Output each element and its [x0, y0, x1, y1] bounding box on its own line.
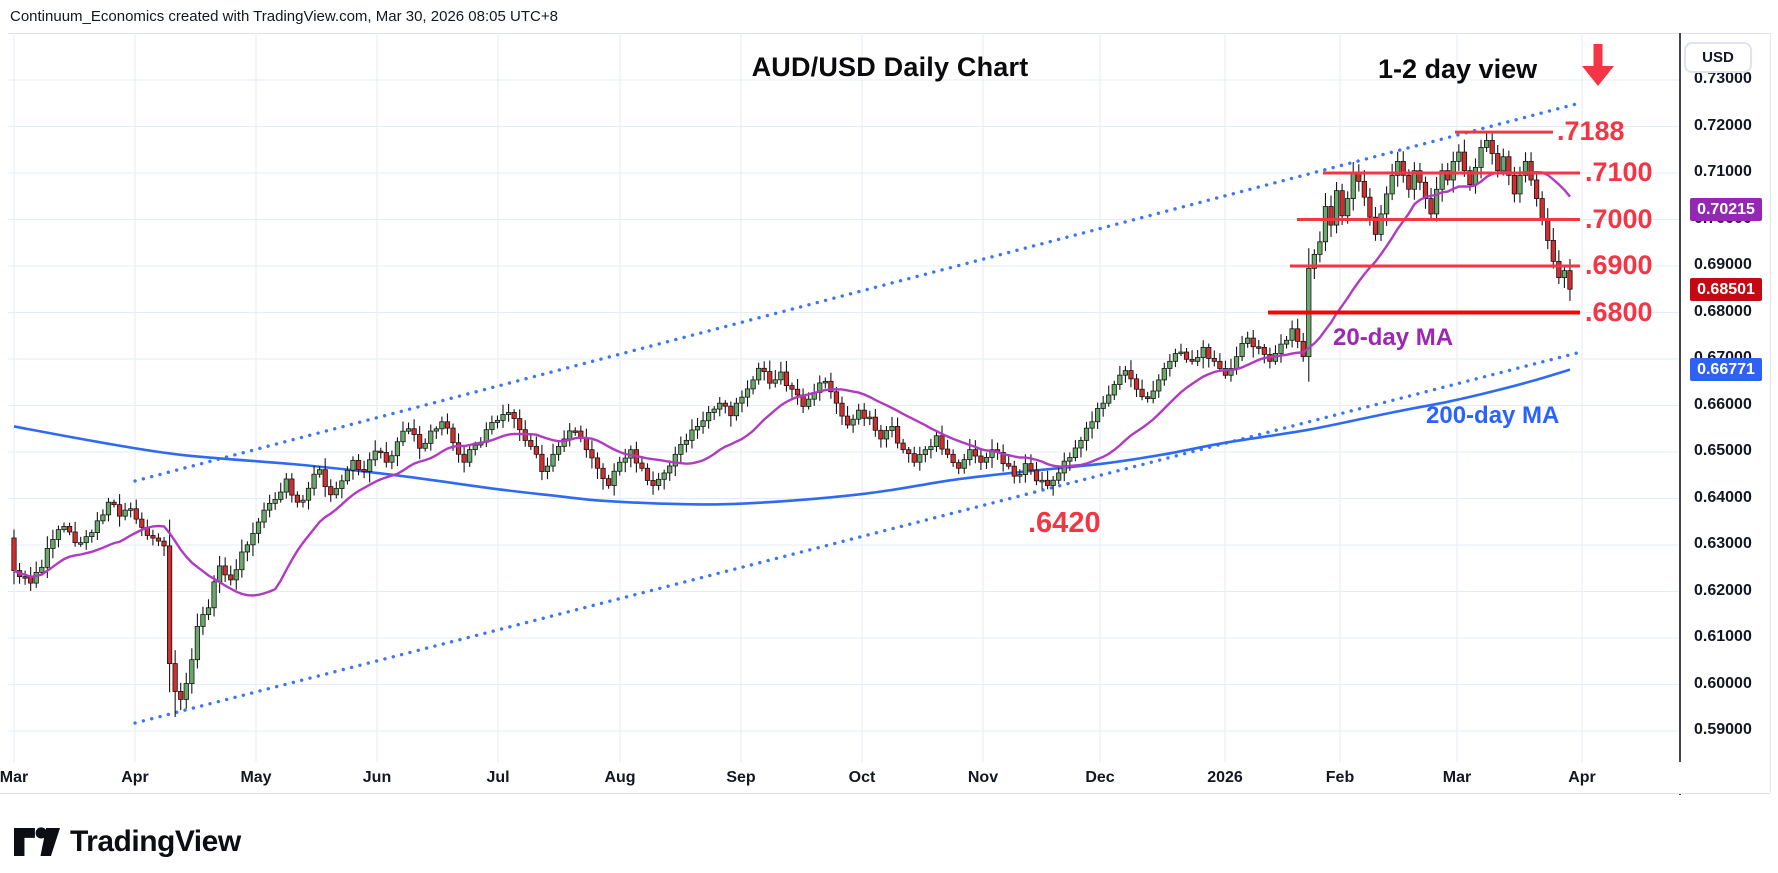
price-tick-label: 0.66000	[1694, 395, 1752, 413]
month-label-dec: Dec	[1085, 769, 1115, 786]
ma20-layer	[13, 170, 1571, 597]
month-label-apr: Apr	[1568, 769, 1596, 786]
level-label-7100: .7100	[1585, 157, 1653, 187]
tradingview-wordmark: TradingView	[70, 825, 241, 858]
red-down-arrow-icon	[1582, 44, 1614, 86]
month-label-nov: Nov	[967, 769, 999, 786]
month-label-aug: Aug	[604, 769, 636, 786]
trend-channel	[133, 101, 1582, 725]
channel-upper-dotted-line	[133, 101, 1582, 483]
channel-lower-dotted-line	[133, 351, 1579, 725]
price-tick-label: 0.69000	[1694, 256, 1752, 273]
month-label-sep: Sep	[726, 769, 756, 786]
month-label-may: May	[240, 769, 272, 786]
price-tick-label: 0.71000	[1694, 163, 1752, 180]
level-label-7000: .7000	[1585, 203, 1653, 234]
month-label-jul: Jul	[486, 769, 510, 786]
ma20-label: 20-day MA	[1333, 324, 1454, 351]
price-tick-label: 0.63000	[1694, 535, 1752, 552]
price-tick-label: 0.64000	[1694, 488, 1752, 506]
ma200-layer	[13, 368, 1571, 506]
grid-lines	[8, 33, 1679, 762]
ma200-line	[13, 368, 1571, 506]
price-tick-label: 0.68000	[1694, 302, 1752, 320]
tradingview-logo-icon	[14, 827, 60, 856]
level-label-7188: .7188	[1557, 116, 1625, 147]
month-label-2026: 2026	[1207, 769, 1243, 786]
time-axis-border	[0, 793, 1770, 794]
price-tick-label: 0.59000	[1694, 721, 1752, 738]
level-label-6800: .6800	[1585, 296, 1653, 327]
month-label-oct: Oct	[848, 769, 876, 786]
resistance-support-lines	[1268, 130, 1580, 315]
currency-unit-label: USD	[1702, 49, 1734, 66]
tradingview-logo[interactable]: TradingView	[14, 822, 241, 862]
view-horizon-note: 1-2 day view	[1378, 54, 1538, 84]
month-label-mar: Mar	[1442, 769, 1472, 786]
currency-unit-button[interactable]: USD	[1684, 42, 1752, 73]
price-tick-label: 0.60000	[1694, 674, 1752, 692]
price-tick-label: 0.62000	[1694, 581, 1752, 599]
price-badge-200-day-MA-value: 0.66771	[1690, 358, 1762, 382]
month-label-mar: Mar	[0, 769, 29, 786]
month-label-feb: Feb	[1325, 769, 1355, 786]
price-axis-separator	[1679, 33, 1681, 795]
price-tick-label: 0.65000	[1694, 442, 1752, 459]
candlestick-chart	[8, 33, 1679, 762]
price-tick-label: 0.72000	[1694, 116, 1752, 134]
price-tick-label: 0.61000	[1694, 628, 1752, 645]
ma200-label: 200-day MA	[1426, 402, 1560, 429]
plot-top-border	[8, 33, 1770, 34]
month-label-jun: Jun	[362, 769, 392, 786]
right-edge-border	[1770, 33, 1771, 793]
month-label-apr: Apr	[121, 769, 149, 786]
ma20-line	[13, 170, 1571, 597]
support-level-note: .6420	[1028, 507, 1101, 540]
price-badge-20-day-MA-value: 0.70215	[1690, 198, 1762, 221]
chart-plot-area[interactable]	[8, 33, 1679, 762]
credit-text: Continuum_Economics created with Trading…	[10, 8, 558, 25]
level-label-6900: .6900	[1585, 250, 1653, 280]
price-tick-label: 0.73000	[1694, 70, 1752, 87]
price-badge-last-price: 0.68501	[1690, 277, 1762, 301]
chart-title: AUD/USD Daily Chart	[751, 52, 1029, 82]
time-axis[interactable]: Mar Apr May Jun Jul Aug Sep Oct Nov Dec 2026 Feb Mar…	[0, 762, 1770, 793]
